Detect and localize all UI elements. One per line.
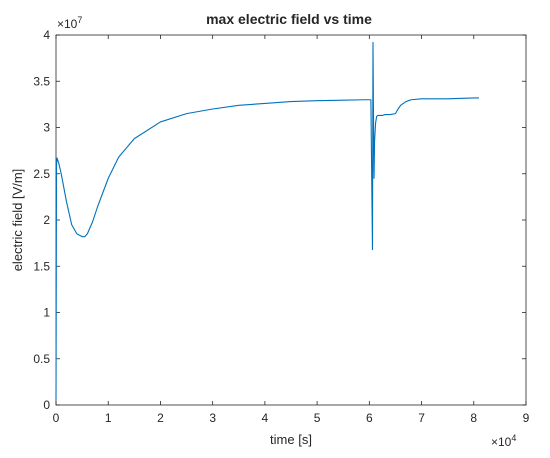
x-axis-label: time [s] [270,432,312,447]
chart-title: max electric field vs time [206,11,372,27]
x-tick-label: 1 [105,411,112,425]
y-tick-label: 1.5 [33,259,50,273]
y-multiplier-exponent: 7 [77,15,82,25]
y-tick-label: 0.5 [33,352,50,366]
x-tick-label: 8 [470,411,477,425]
series-group [55,41,479,401]
x-axis-multiplier: ×104 [491,433,516,449]
y-axis-label: electric field [V/m] [10,169,25,272]
series-line [55,41,479,401]
x-multiplier-base: ×10 [491,435,512,449]
x-tick-label: 3 [209,411,216,425]
x-axis: 0 1 2 3 4 5 6 7 8 9 [53,35,530,425]
x-tick-label: 4 [262,411,269,425]
y-tick-label: 2 [43,213,50,227]
x-tick-label: 6 [366,411,373,425]
y-tick-label: 2.5 [33,167,50,181]
x-multiplier-exponent: 4 [511,433,516,443]
x-tick-label: 7 [418,411,425,425]
y-axis: 0 0.5 1 1.5 2 2.5 3 3.5 4 [33,28,526,412]
y-tick-label: 1 [43,306,50,320]
plot-area [55,34,527,406]
x-tick-label: 5 [314,411,321,425]
x-tick-label: 0 [53,411,60,425]
x-tick-label: 2 [157,411,164,425]
y-tick-label: 0 [43,398,50,412]
svg-text:×107: ×107 [57,15,82,31]
y-multiplier-base: ×10 [57,17,78,31]
y-axis-multiplier: ×107 [57,15,82,31]
y-tick-label: 4 [43,28,50,42]
y-tick-label: 3.5 [33,74,50,88]
svg-text:×104: ×104 [491,433,516,449]
x-tick-label: 9 [523,411,530,425]
y-tick-label: 3 [43,121,50,135]
